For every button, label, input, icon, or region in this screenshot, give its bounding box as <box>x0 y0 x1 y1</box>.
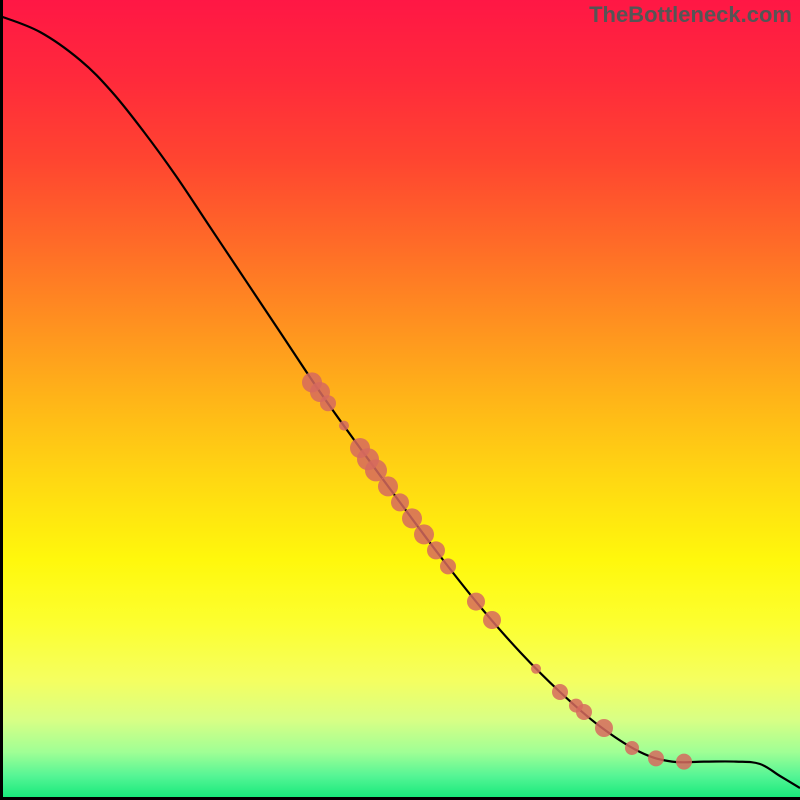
scatter-point <box>483 611 501 629</box>
bottleneck-chart <box>0 0 800 800</box>
scatter-point <box>625 741 639 755</box>
scatter-point <box>440 558 456 574</box>
scatter-point <box>320 395 336 411</box>
scatter-point <box>576 704 592 720</box>
scatter-point <box>648 750 664 766</box>
scatter-point <box>378 476 398 496</box>
scatter-point <box>552 684 568 700</box>
scatter-point <box>414 524 434 544</box>
scatter-point <box>531 664 541 674</box>
chart-container: TheBottleneck.com <box>0 0 800 800</box>
scatter-point <box>339 421 349 431</box>
scatter-point <box>467 593 485 611</box>
scatter-point <box>676 754 692 770</box>
watermark-text: TheBottleneck.com <box>589 2 792 28</box>
chart-background <box>0 0 800 800</box>
scatter-point <box>402 508 422 528</box>
scatter-point <box>595 719 613 737</box>
scatter-point <box>391 493 409 511</box>
scatter-point <box>427 541 445 559</box>
